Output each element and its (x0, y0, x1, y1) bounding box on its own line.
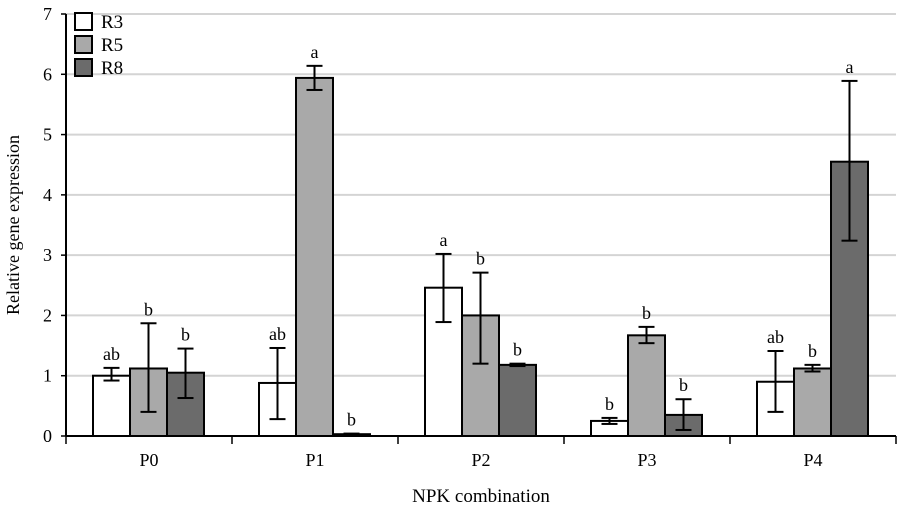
bar-R5-P4 (793, 367, 832, 438)
significance-letter: b (642, 303, 651, 323)
significance-letter: b (476, 249, 485, 269)
legend-swatch-R3 (74, 12, 93, 31)
significance-letter: b (347, 410, 356, 430)
significance-letter: a (846, 57, 854, 77)
significance-letter: ab (767, 327, 784, 347)
y-tick-label: 5 (43, 125, 52, 145)
significance-letter: a (440, 230, 448, 250)
legend-label: R3 (101, 12, 123, 33)
significance-letter: b (144, 299, 153, 319)
y-tick-label: 3 (43, 245, 52, 265)
x-tick-label: P1 (305, 450, 324, 470)
x-tick-label: P0 (139, 450, 158, 470)
bar-R8-P2 (498, 363, 537, 437)
y-tick-label: 6 (43, 64, 52, 84)
y-tick-label: 2 (43, 305, 52, 325)
gridlines (66, 13, 896, 377)
x-axis-label: NPK combination (412, 486, 550, 507)
y-tick-label: 0 (43, 426, 52, 446)
bar-R5-P3 (627, 334, 666, 437)
significance-letter: b (605, 394, 614, 414)
legend-label: R5 (101, 35, 123, 56)
legend-label: R8 (101, 58, 123, 79)
significance-letter: b (679, 375, 688, 395)
bar-R5-P1 (295, 76, 334, 437)
bar-R3-P0 (92, 374, 131, 438)
y-tick-label: 7 (43, 4, 52, 24)
significance-letter: b (513, 340, 522, 360)
y-axis-label: Relative gene expression (3, 135, 23, 315)
significance-letter: ab (103, 344, 120, 364)
legend-swatch-R8 (74, 58, 93, 77)
significance-letter: ab (269, 324, 286, 344)
x-tick-label: P4 (803, 450, 822, 470)
x-tick-label: P3 (637, 450, 656, 470)
x-tick-label: P2 (471, 450, 490, 470)
significance-letter: b (808, 341, 817, 361)
y-tick-label: 4 (43, 185, 52, 205)
legend-swatch-R5 (74, 35, 93, 54)
significance-letter: b (181, 325, 190, 345)
axes: 0 1 2 3 4 5 6 7 P0 P1 P2 P3 P4 (43, 4, 897, 470)
significance-letter: a (311, 42, 319, 62)
y-tick-label: 1 (43, 366, 52, 386)
